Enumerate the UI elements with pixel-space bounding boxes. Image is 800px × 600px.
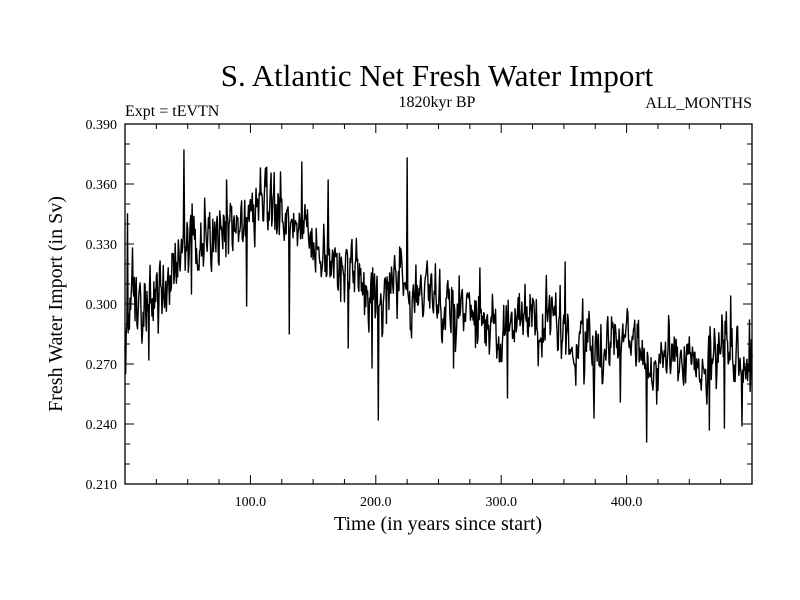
x-tick-label: 200.0 [360, 495, 392, 510]
x-tick-label: 300.0 [485, 495, 517, 510]
chart-subtitle: 1820kyr BP [399, 94, 476, 111]
y-tick-label: 0.270 [86, 358, 118, 373]
y-tick-label: 0.330 [86, 238, 118, 253]
plot-frame [124, 123, 753, 485]
months-label: ALL_MONTHS [645, 95, 752, 112]
y-tick-label: 0.210 [86, 478, 118, 493]
y-axis-label: Fresh Water Import (in Sv) [45, 196, 67, 412]
chart-title: S. Atlantic Net Fresh Water Import [221, 58, 654, 93]
y-tick-label: 0.240 [86, 418, 118, 433]
y-tick-label: 0.360 [86, 178, 118, 193]
x-axis-ticks: 100.0 200.0 300.0 400.0 [155, 124, 722, 510]
y-axis-ticks: 0.210 0.240 0.270 0.300 0.330 0.360 0.390 [86, 118, 752, 493]
y-tick-label: 0.300 [86, 298, 118, 313]
y-tick-label: 0.390 [86, 118, 118, 133]
x-axis-label: Time (in years since start) [334, 513, 542, 535]
series-line [124, 149, 753, 443]
x-tick-label: 100.0 [235, 495, 267, 510]
experiment-label: Expt = tEVTN [125, 103, 220, 120]
x-tick-label: 400.0 [611, 495, 643, 510]
